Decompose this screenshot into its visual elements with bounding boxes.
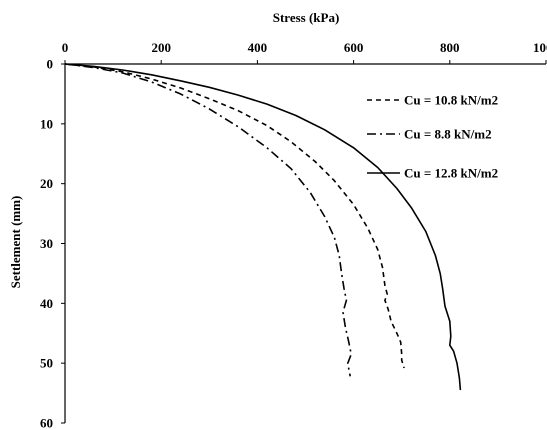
axes: 0 200 400 600 800 1000 0 10 20 30 40 50 60: [40, 40, 547, 430]
series-line-3: [64, 63, 462, 391]
legend-label-3: Cu = 12.8 kN/m2: [404, 166, 498, 181]
y-tick-label: 20: [40, 176, 53, 191]
y-tick-label: 0: [47, 57, 54, 72]
series-line-2: [64, 63, 352, 377]
y-axis-title: Settlement (mm): [8, 196, 23, 289]
series-line-1: [64, 63, 405, 369]
y-tick-label: 50: [40, 356, 53, 371]
series-lines: [64, 63, 462, 391]
y-tick-label: 10: [40, 116, 53, 131]
x-tick-label: 1000: [533, 40, 547, 55]
legend-label-1: Cu = 10.8 kN/m2: [404, 93, 498, 108]
y-tick-label: 60: [40, 416, 53, 430]
y-tick-label: 40: [40, 296, 53, 311]
legend-label-2: Cu = 8.8 kN/m2: [404, 127, 492, 142]
x-tick-label: 200: [151, 40, 171, 55]
y-tick-label: 30: [40, 236, 53, 251]
x-tick-label: 400: [248, 40, 268, 55]
x-tick-label: 0: [62, 40, 69, 55]
x-tick-label: 600: [344, 40, 364, 55]
x-axis-title: Stress (kPa): [273, 10, 340, 25]
legend: Cu = 10.8 kN/m2 Cu = 8.8 kN/m2 Cu = 12.8 k…: [367, 93, 498, 181]
x-tick-label: 800: [440, 40, 460, 55]
